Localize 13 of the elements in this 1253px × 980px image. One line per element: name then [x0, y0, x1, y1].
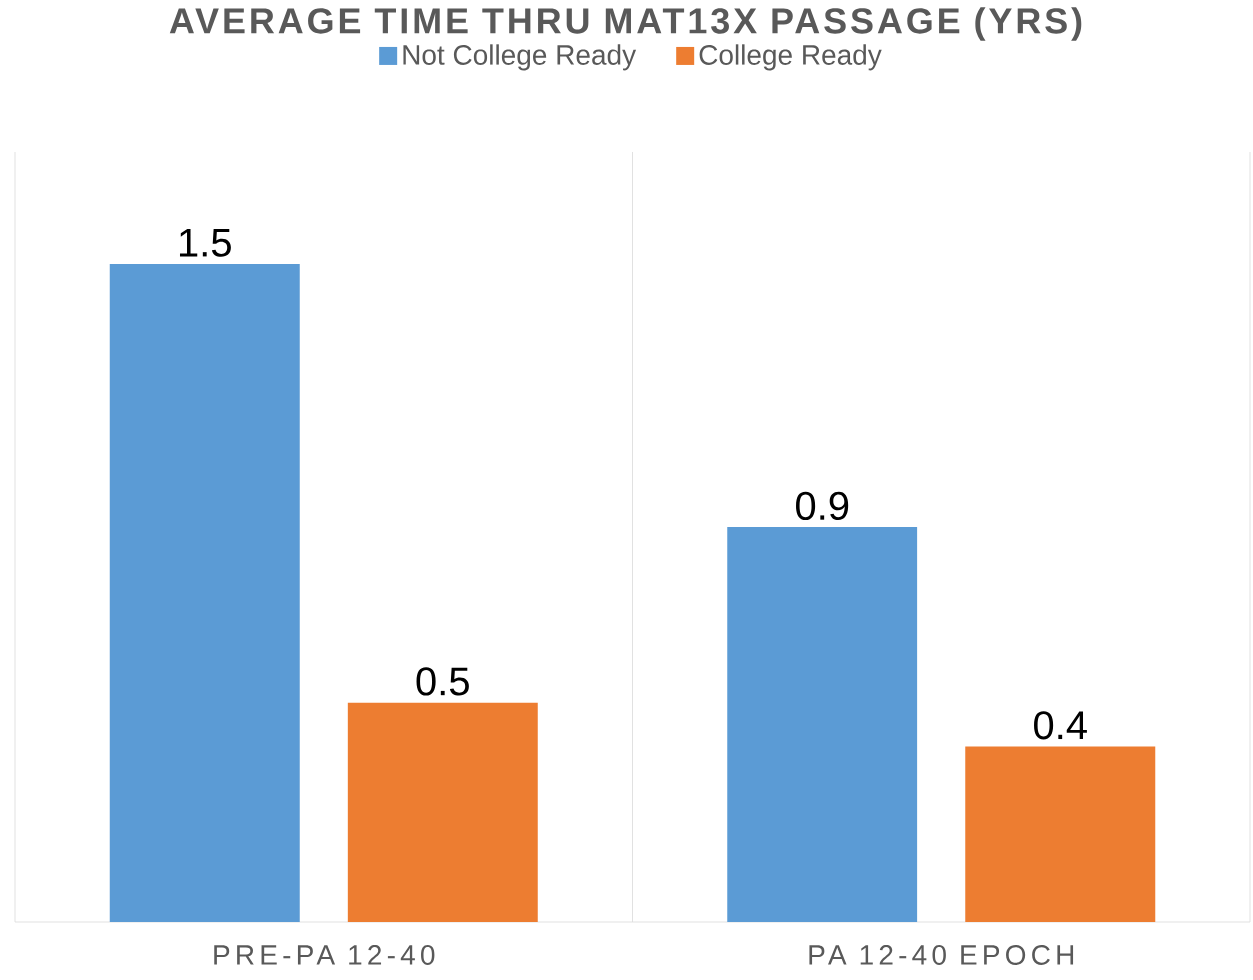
- data-label: 0.4: [1034, 711, 1087, 740]
- data-label: 1.5: [179, 228, 231, 257]
- data-label: 0.5: [416, 667, 469, 696]
- legend-label: College Ready: [699, 44, 882, 71]
- bar: [727, 527, 918, 922]
- legend-label: Not College Ready: [403, 44, 637, 71]
- x-tick-label: PA 12-40 EPOCH: [809, 945, 1074, 965]
- chart-title: AVERAGE TIME THRU MAT13X PASSAGE (YRS): [169, 7, 1082, 41]
- data-label: 0.9: [796, 491, 849, 521]
- x-tick-label: PRE-PA 12-40: [214, 945, 435, 965]
- bar: [109, 263, 300, 922]
- bar: [347, 702, 538, 922]
- bar: [965, 746, 1156, 922]
